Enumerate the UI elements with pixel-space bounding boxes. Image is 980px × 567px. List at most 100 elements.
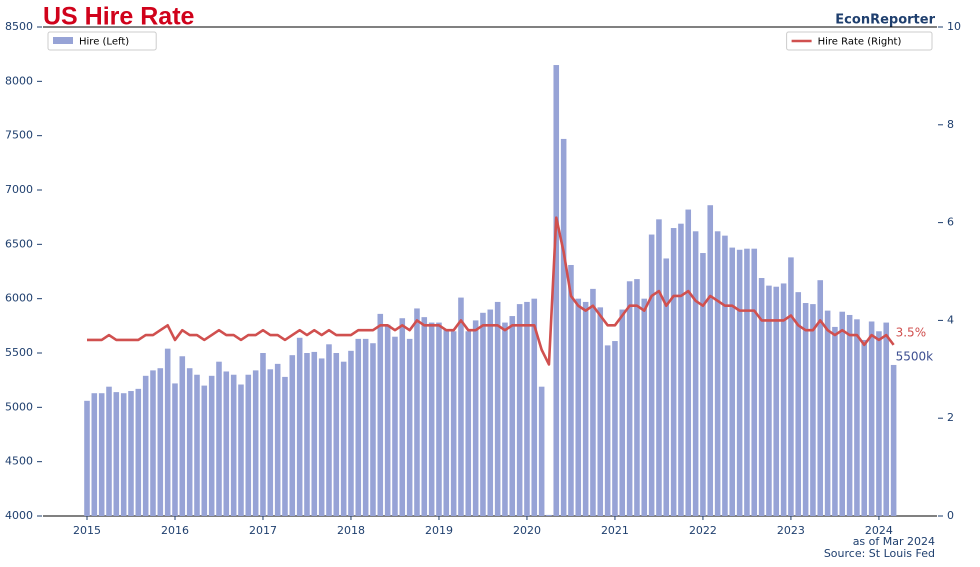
bar [282,376,288,516]
bar [546,514,552,516]
x-tick-label: 2017 [249,524,277,537]
bar [274,363,281,516]
footer-source: Source: St Louis Fed [824,547,935,560]
x-tick-label: 2023 [777,524,805,537]
line [87,216,895,366]
bar [113,392,120,516]
bar [392,336,398,516]
bar [487,309,494,516]
bar [722,235,728,516]
bar [868,321,875,516]
bar [538,386,545,516]
legend: Hire Rate (Right) [786,31,933,51]
bar [890,364,897,516]
bar [296,337,303,516]
legend-swatch [53,37,73,44]
bar [223,371,230,516]
y-tick-label: 7000 [5,183,33,196]
bar [333,353,340,516]
bar [384,324,391,516]
bar [714,231,721,516]
bar [678,223,684,517]
x-tick-label: 2020 [513,524,541,537]
bar [157,368,164,516]
bar [795,292,802,516]
y-tick-label: 8500 [5,20,33,33]
bar [626,281,633,516]
bar [414,308,420,516]
y-tick-label: 8000 [5,74,33,87]
bar [480,312,486,516]
bar [443,329,450,516]
bar [436,322,442,516]
bar [648,234,655,516]
bar [692,231,699,516]
bar [318,358,325,516]
bar [91,393,98,516]
bar [194,374,200,516]
x-tick-label: 2019 [425,524,453,537]
x-tick-label: 2024 [865,524,893,537]
bar [428,322,435,516]
bar [208,375,215,516]
footer-note: as of Mar 2024 [853,535,935,548]
bar [340,361,347,516]
bar [348,350,354,516]
bar [531,298,538,516]
legend-box [786,31,933,51]
y-tick-label: 7500 [5,129,33,142]
bar [619,309,626,516]
y-tick-label: 4000 [5,509,33,522]
bar [634,279,640,516]
bar [450,331,457,516]
bar [590,288,596,516]
y-tick-label: 5500 [5,346,33,359]
bar [304,353,310,516]
bar [846,314,853,516]
bar [326,344,332,516]
bar [421,317,428,516]
bar [700,253,706,516]
bar [597,307,604,516]
bar [861,339,868,516]
y2-tick-label: 8 [947,118,954,131]
bar [238,384,244,516]
bar [465,331,472,516]
bar [802,303,809,516]
bar [582,301,589,516]
bar [780,283,787,516]
x-tick-label: 2016 [161,524,189,537]
y2-tick-label: 10 [947,20,961,33]
bar [758,278,765,516]
bar [150,370,156,516]
legend: Hire (Left) [47,31,157,51]
bar [575,298,582,516]
y2-tick-label: 0 [947,509,954,522]
bar [604,345,611,516]
bar [656,219,662,516]
bar [260,353,266,516]
x-tick-label: 2015 [73,524,101,537]
bar [289,355,296,516]
y2-tick-label: 6 [947,216,954,229]
bar [524,301,530,516]
bar [736,249,743,516]
bar [494,301,501,516]
bar [377,313,384,516]
bar [311,351,318,516]
bar [817,280,824,516]
bar [641,298,648,516]
annotation: 5500k [896,349,934,363]
y-tick-label: 5000 [5,400,33,413]
bar [142,375,149,516]
bar [120,393,127,516]
bar [810,304,816,516]
bar [172,383,178,516]
bar [201,385,208,516]
bar [766,285,772,516]
y-tick-label: 6000 [5,292,33,305]
bar [106,386,112,516]
bar [128,391,134,516]
bar [663,258,670,516]
bar [751,248,758,516]
